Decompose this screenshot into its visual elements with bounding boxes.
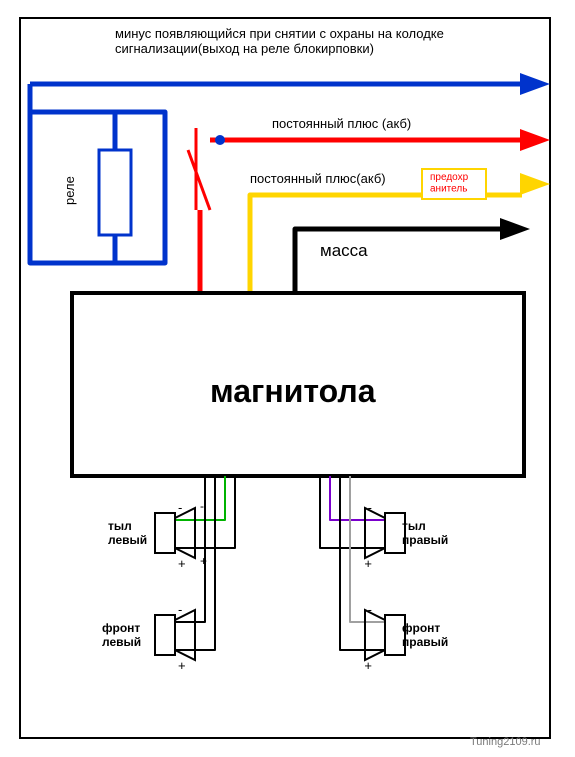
- speaker-icon: [155, 610, 195, 660]
- speaker-icon: [155, 508, 195, 558]
- label-rear-right: тылправый: [402, 519, 448, 547]
- label-front-right: фронтправый: [402, 621, 448, 649]
- rl-plus: +: [178, 556, 186, 571]
- speaker-icon: [365, 610, 405, 660]
- label-front-left: фронтлевый: [102, 621, 141, 649]
- svg-text:-: -: [200, 499, 204, 513]
- head-unit-label: магнитола: [210, 373, 376, 409]
- watermark: Tuning2109.ru: [470, 736, 541, 748]
- rr-minus: -: [368, 500, 372, 515]
- svg-text:+: +: [200, 554, 207, 568]
- fl-minus: -: [178, 602, 182, 617]
- label-mass: масса: [320, 241, 368, 260]
- rl-minus: -: [178, 500, 182, 515]
- wire-black: [295, 229, 502, 293]
- relay-box: [99, 150, 131, 235]
- fl-plus: +: [178, 658, 186, 673]
- speaker-icon: [365, 508, 405, 558]
- label-const-plus-2: постоянный плюс(акб): [250, 171, 386, 186]
- label-rear-left: тыллевый: [108, 519, 147, 547]
- relay-label: реле: [62, 176, 77, 205]
- header-caption: минус появляющийся при снятии с охраны н…: [115, 26, 444, 56]
- wire-front-right-pos: [340, 476, 385, 650]
- fr-minus: -: [368, 602, 372, 617]
- fr-plus: +: [364, 658, 372, 673]
- wiring-diagram: минус появляющийся при снятии с охраны н…: [0, 0, 575, 757]
- label-const-plus-1: постоянный плюс (акб): [272, 116, 411, 131]
- fuse-label: предохранитель: [430, 172, 469, 195]
- rr-plus: +: [364, 556, 372, 571]
